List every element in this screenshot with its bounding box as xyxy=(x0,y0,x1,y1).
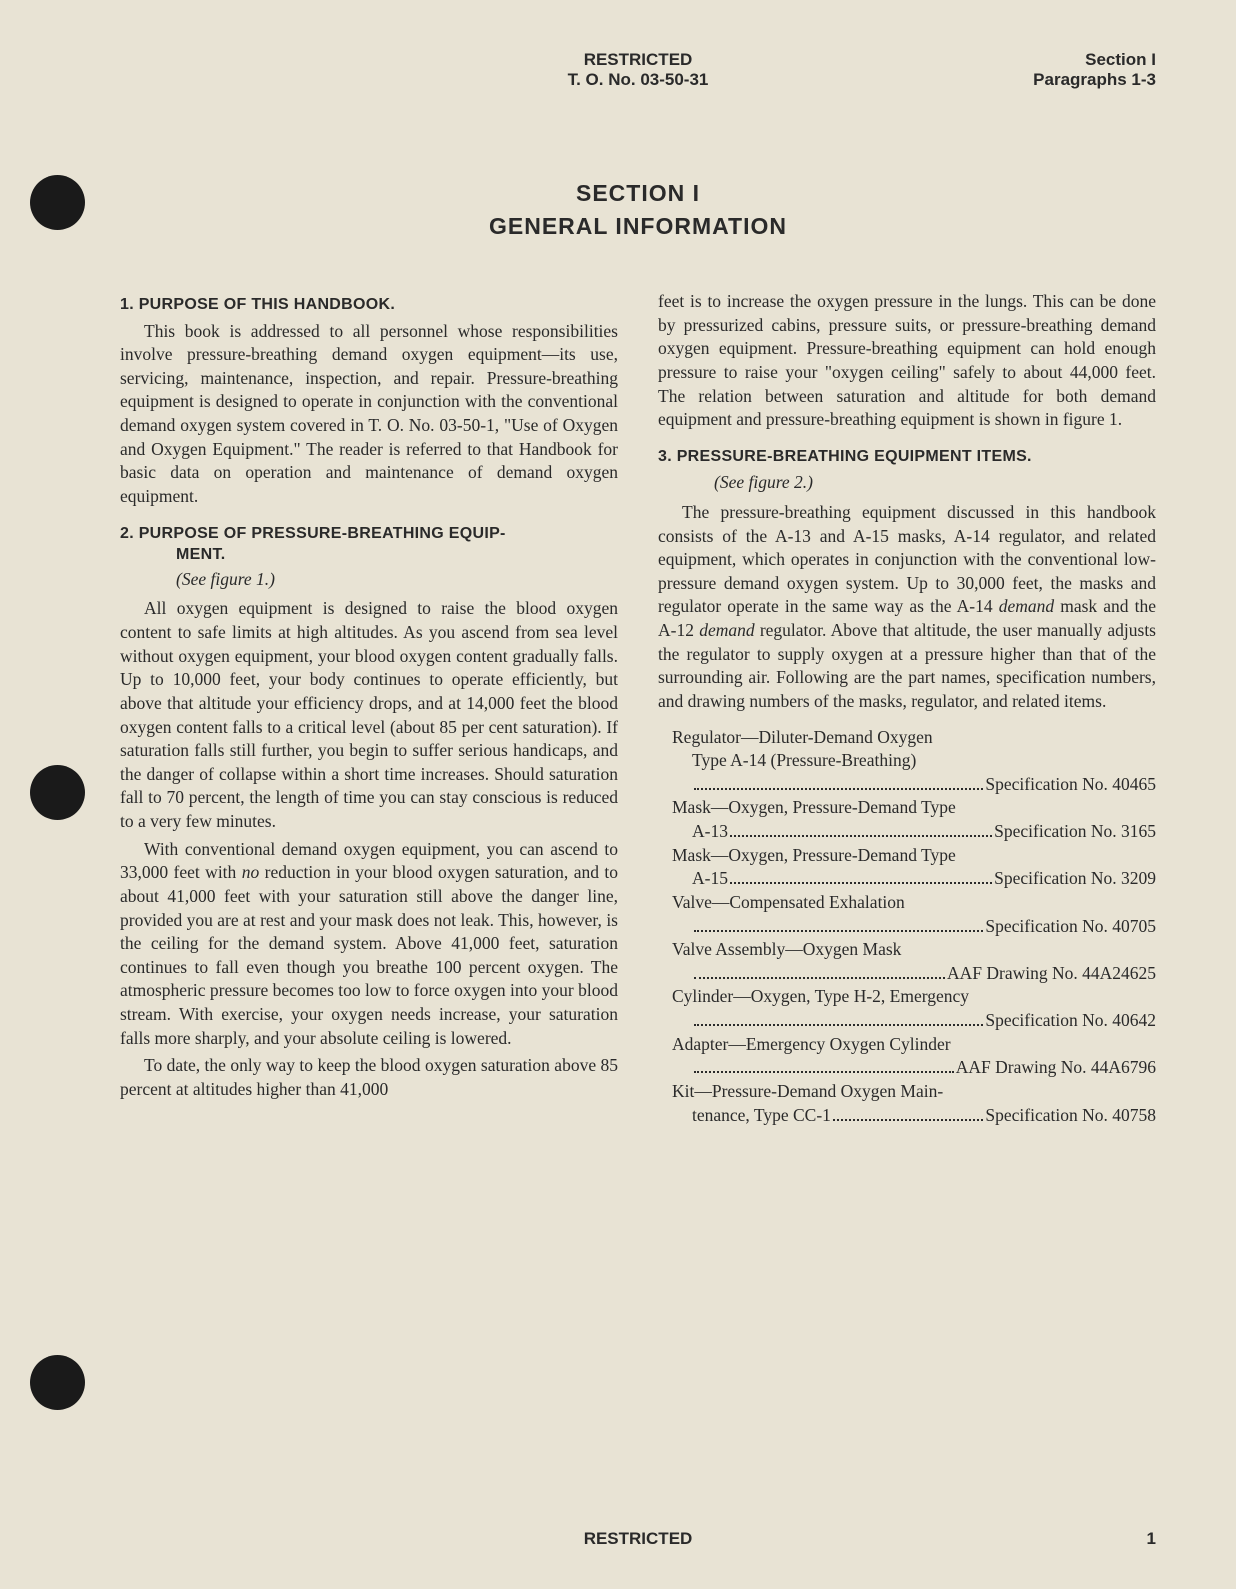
spec-line: AAF Drawing No. 44A6796 xyxy=(658,1056,1156,1080)
spec-number: AAF Drawing No. 44A24625 xyxy=(947,962,1156,986)
spec-name: Kit—Pressure-Demand Oxygen Main- xyxy=(658,1080,1156,1104)
spec-item: Mask—Oxygen, Pressure-Demand TypeA-15 Spe… xyxy=(658,844,1156,891)
spec-item: Valve—Compensated ExhalationSpecificatio… xyxy=(658,891,1156,938)
paragraph-ref: Paragraphs 1-3 xyxy=(956,70,1156,90)
spec-line: Specification No. 40705 xyxy=(658,915,1156,939)
section-title: SECTION I GENERAL INFORMATION xyxy=(120,180,1156,240)
spec-line: Specification No. 40642 xyxy=(658,1009,1156,1033)
header-center: RESTRICTED T. O. No. 03-50-31 xyxy=(320,50,956,90)
paragraph-continuation: feet is to increase the oxygen pressure … xyxy=(658,290,1156,432)
spec-name: Mask—Oxygen, Pressure-Demand Type xyxy=(658,796,1156,820)
figure-reference: (See figure 1.) xyxy=(176,568,618,592)
classification-label: RESTRICTED xyxy=(320,50,956,70)
paragraph: This book is addressed to all personnel … xyxy=(120,320,618,509)
spec-number: Specification No. 3209 xyxy=(994,867,1156,891)
spec-item: Regulator—Diluter-Demand OxygenType A-14… xyxy=(658,726,1156,797)
leader-dots xyxy=(694,1071,954,1073)
spec-line-start: A-15 xyxy=(692,867,728,891)
specification-list: Regulator—Diluter-Demand OxygenType A-14… xyxy=(658,726,1156,1128)
spec-line-start: tenance, Type CC-1 xyxy=(692,1104,831,1128)
spec-number: Specification No. 40705 xyxy=(985,915,1156,939)
heading-2-line1: 2. PURPOSE OF PRESSURE-BREATHING EQUIP- xyxy=(120,525,506,542)
heading-2-line2: MENT. xyxy=(120,544,618,566)
page-header: RESTRICTED T. O. No. 03-50-31 Section I … xyxy=(120,50,1156,90)
body-columns: 1. PURPOSE OF THIS HANDBOOK. This book i… xyxy=(120,290,1156,1127)
spec-line: A-15 Specification No. 3209 xyxy=(658,867,1156,891)
leader-dots xyxy=(730,835,992,837)
heading-3: 3. PRESSURE-BREATHING EQUIPMENT ITEMS. xyxy=(658,446,1156,468)
leader-dots xyxy=(694,1024,983,1026)
spec-line-start: A-13 xyxy=(692,820,728,844)
document-page: RESTRICTED T. O. No. 03-50-31 Section I … xyxy=(0,0,1236,1589)
section-name: GENERAL INFORMATION xyxy=(120,213,1156,240)
spec-number: Specification No. 40465 xyxy=(985,773,1156,797)
leader-dots xyxy=(694,930,983,932)
heading-2: 2. PURPOSE OF PRESSURE-BREATHING EQUIP- … xyxy=(120,523,618,566)
spec-name-cont: Type A-14 (Pressure-Breathing) xyxy=(658,749,1156,773)
section-ref: Section I xyxy=(956,50,1156,70)
leader-dots xyxy=(833,1119,984,1121)
spec-number: Specification No. 3165 xyxy=(994,820,1156,844)
spec-line: Specification No. 40465 xyxy=(658,773,1156,797)
leader-dots xyxy=(694,788,983,790)
paragraph: All oxygen equipment is designed to rais… xyxy=(120,597,618,833)
page-number: 1 xyxy=(1147,1529,1156,1549)
spec-line: tenance, Type CC-1 Specification No. 4075… xyxy=(658,1104,1156,1128)
leader-dots xyxy=(694,977,945,979)
section-number: SECTION I xyxy=(120,180,1156,207)
spec-number: AAF Drawing No. 44A6796 xyxy=(956,1056,1156,1080)
spec-item: Mask—Oxygen, Pressure-Demand TypeA-13 Spe… xyxy=(658,796,1156,843)
spec-item: Kit—Pressure-Demand Oxygen Main-tenance,… xyxy=(658,1080,1156,1127)
paragraph: The pressure-breathing equipment discuss… xyxy=(658,501,1156,714)
spec-number: Specification No. 40758 xyxy=(985,1104,1156,1128)
spec-item: Adapter—Emergency Oxygen CylinderAAF Dra… xyxy=(658,1033,1156,1080)
leader-dots xyxy=(730,882,992,884)
paragraph: To date, the only way to keep the blood … xyxy=(120,1054,618,1101)
heading-1: 1. PURPOSE OF THIS HANDBOOK. xyxy=(120,294,618,316)
document-number: T. O. No. 03-50-31 xyxy=(320,70,956,90)
spec-name: Adapter—Emergency Oxygen Cylinder xyxy=(658,1033,1156,1057)
spec-name: Mask—Oxygen, Pressure-Demand Type xyxy=(658,844,1156,868)
spec-line: AAF Drawing No. 44A24625 xyxy=(658,962,1156,986)
left-column: 1. PURPOSE OF THIS HANDBOOK. This book i… xyxy=(120,290,618,1127)
spec-line: A-13 Specification No. 3165 xyxy=(658,820,1156,844)
spec-name: Valve—Compensated Exhalation xyxy=(658,891,1156,915)
paragraph: With conventional demand oxygen equipmen… xyxy=(120,838,618,1051)
spec-number: Specification No. 40642 xyxy=(985,1009,1156,1033)
figure-reference: (See figure 2.) xyxy=(714,471,1156,495)
spec-item: Cylinder—Oxygen, Type H-2, EmergencySpec… xyxy=(658,985,1156,1032)
right-column: feet is to increase the oxygen pressure … xyxy=(658,290,1156,1127)
header-right: Section I Paragraphs 1-3 xyxy=(956,50,1156,90)
spec-name: Cylinder—Oxygen, Type H-2, Emergency xyxy=(658,985,1156,1009)
spec-name: Regulator—Diluter-Demand Oxygen xyxy=(658,726,1156,750)
footer-classification: RESTRICTED xyxy=(584,1529,693,1549)
spec-name: Valve Assembly—Oxygen Mask xyxy=(658,938,1156,962)
page-footer: RESTRICTED 1 xyxy=(120,1529,1156,1549)
spec-item: Valve Assembly—Oxygen MaskAAF Drawing No… xyxy=(658,938,1156,985)
